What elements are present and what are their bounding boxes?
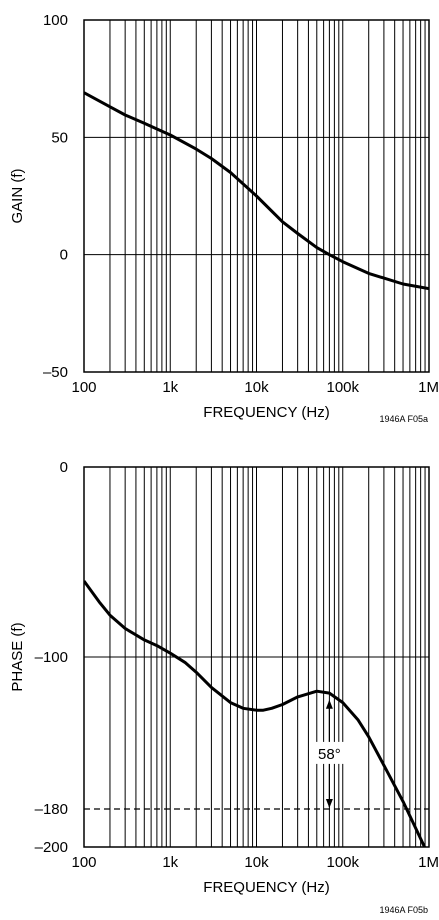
plot-frame-1 xyxy=(83,19,430,373)
y-axis-label: PHASE (f) xyxy=(9,622,26,691)
x-tick-label: 1k xyxy=(162,854,178,871)
x-tick-label: 100 xyxy=(71,854,96,871)
y-tick-label: –50 xyxy=(43,364,68,381)
figure-id: 1946A F05b xyxy=(379,905,428,915)
y-tick-label: 0 xyxy=(60,459,68,476)
x-tick-label: 10k xyxy=(244,379,269,396)
x-tick-label: 100k xyxy=(326,854,359,871)
y-tick-label: 50 xyxy=(51,129,68,146)
y-tick-label: –200 xyxy=(35,839,68,856)
y-tick-label: –100 xyxy=(35,649,68,666)
plot-frame-2 xyxy=(83,466,430,848)
x-tick-label: 1k xyxy=(162,379,178,396)
y-tick-label: 100 xyxy=(43,12,68,29)
phase-margin-label-bg xyxy=(313,741,346,764)
data-curve-2 xyxy=(84,580,427,847)
x-tick-label: 100k xyxy=(326,379,359,396)
x-axis-label: FREQUENCY (Hz) xyxy=(203,879,329,896)
x-tick-label: 100 xyxy=(71,379,96,396)
phase-margin-arrowhead-down xyxy=(325,799,333,808)
figure-id: 1946A F05a xyxy=(379,414,428,424)
x-tick-label: 1M xyxy=(418,379,439,396)
phase-margin-label: 58° xyxy=(318,746,341,763)
x-axis-label: FREQUENCY (Hz) xyxy=(203,404,329,421)
y-tick-label: –180 xyxy=(35,801,68,818)
x-tick-label: 1M xyxy=(418,854,439,871)
phase-margin-arrowhead-up xyxy=(325,699,333,709)
x-tick-label: 10k xyxy=(244,854,269,871)
data-curve-1 xyxy=(84,91,429,291)
y-tick-label: 0 xyxy=(60,247,68,264)
y-axis-label: GAIN (f) xyxy=(9,168,26,223)
